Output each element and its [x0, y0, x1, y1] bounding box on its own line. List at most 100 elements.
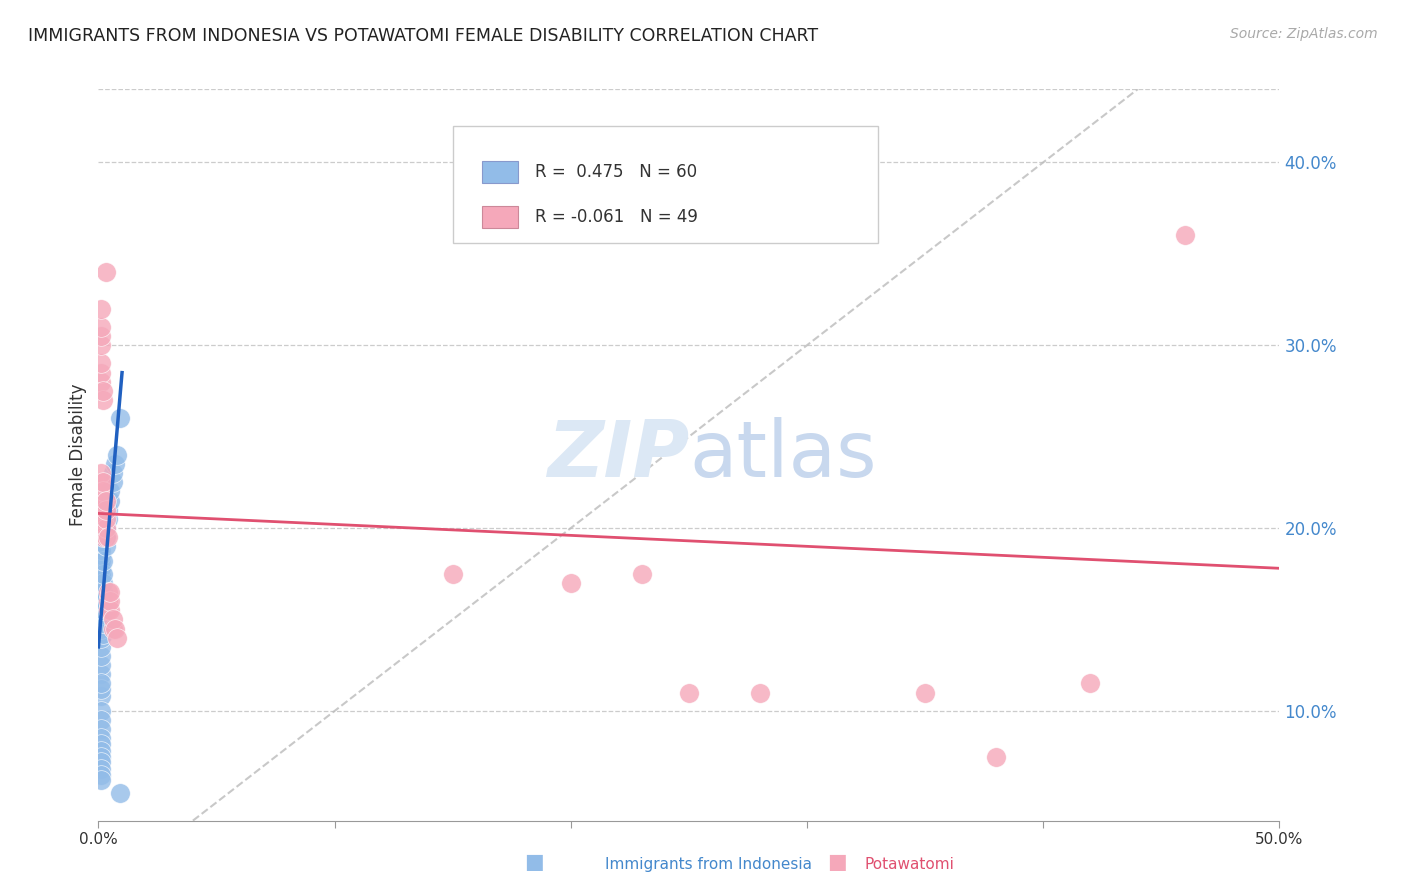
Point	[1080, 676, 1102, 690]
Text: ZIP: ZIP	[547, 417, 689, 493]
Point	[90, 475, 112, 490]
Text: Potawatomi: Potawatomi	[865, 857, 955, 872]
Point	[90, 512, 112, 526]
Point	[94, 512, 117, 526]
Point	[90, 576, 112, 591]
Point	[98, 585, 121, 599]
Point	[90, 603, 112, 617]
Point	[91, 521, 114, 535]
Point	[1174, 228, 1197, 243]
Point	[94, 530, 117, 544]
Point	[678, 685, 700, 699]
Point	[630, 566, 652, 581]
Point	[97, 594, 120, 608]
Point	[91, 475, 114, 490]
Text: R = -0.061   N = 49: R = -0.061 N = 49	[536, 208, 699, 226]
Point	[90, 613, 112, 627]
Point	[90, 375, 112, 389]
Text: IMMIGRANTS FROM INDONESIA VS POTAWATOMI FEMALE DISABILITY CORRELATION CHART: IMMIGRANTS FROM INDONESIA VS POTAWATOMI …	[28, 27, 818, 45]
Point	[97, 530, 120, 544]
Point	[90, 598, 112, 612]
Point	[101, 613, 124, 627]
Point	[101, 622, 124, 636]
Point	[90, 731, 112, 746]
Point	[90, 737, 112, 751]
Point	[90, 755, 112, 769]
Point	[90, 640, 112, 654]
Point	[90, 667, 112, 681]
Point	[91, 603, 114, 617]
Point	[90, 608, 112, 623]
Point	[90, 768, 112, 782]
Point	[914, 685, 936, 699]
Point	[90, 530, 112, 544]
Point	[90, 524, 112, 539]
Point	[91, 392, 114, 407]
Point	[90, 580, 112, 594]
Point	[91, 512, 114, 526]
Point	[91, 530, 114, 544]
Point	[108, 786, 131, 800]
Point	[90, 616, 112, 631]
Point	[90, 329, 112, 343]
Point	[91, 616, 114, 631]
Y-axis label: Female Disability: Female Disability	[69, 384, 87, 526]
Point	[94, 539, 117, 553]
Point	[94, 530, 117, 544]
Point	[90, 549, 112, 563]
Point	[90, 535, 112, 549]
Point	[90, 690, 112, 704]
Point	[90, 585, 112, 599]
Point	[90, 704, 112, 718]
Point	[90, 773, 112, 788]
Point	[97, 603, 120, 617]
Text: R =  0.475   N = 60: R = 0.475 N = 60	[536, 163, 697, 181]
Point	[984, 749, 1007, 764]
Point	[90, 301, 112, 316]
Point	[90, 503, 112, 517]
Point	[91, 566, 114, 581]
Point	[91, 384, 114, 398]
Point	[748, 685, 770, 699]
Point	[91, 627, 114, 641]
Point	[91, 484, 114, 499]
Point	[90, 676, 112, 690]
Point	[90, 713, 112, 727]
Point	[441, 566, 464, 581]
Point	[90, 589, 112, 603]
Point	[90, 723, 112, 737]
Point	[90, 594, 112, 608]
Point	[90, 572, 112, 586]
Point	[97, 512, 120, 526]
Point	[90, 493, 112, 508]
Point	[90, 631, 112, 645]
Point	[98, 484, 121, 499]
Point	[90, 356, 112, 371]
FancyBboxPatch shape	[453, 126, 877, 243]
Point	[90, 366, 112, 380]
Point	[90, 561, 112, 575]
Point	[94, 503, 117, 517]
Bar	[482, 161, 517, 183]
Point	[90, 681, 112, 696]
Point	[97, 503, 120, 517]
Point	[105, 631, 128, 645]
Point	[94, 265, 117, 279]
Point	[94, 521, 117, 535]
Point	[90, 744, 112, 758]
Point	[90, 763, 112, 777]
Point	[91, 503, 114, 517]
Point	[94, 493, 117, 508]
Point	[90, 320, 112, 334]
Point	[104, 457, 127, 471]
Point	[94, 521, 117, 535]
Point	[560, 576, 582, 591]
Point	[91, 594, 114, 608]
Text: Source: ZipAtlas.com: Source: ZipAtlas.com	[1230, 27, 1378, 41]
Point	[91, 576, 114, 591]
Point	[91, 585, 114, 599]
Point	[101, 475, 124, 490]
Point	[90, 521, 112, 535]
Point	[90, 622, 112, 636]
Text: atlas: atlas	[689, 417, 876, 493]
